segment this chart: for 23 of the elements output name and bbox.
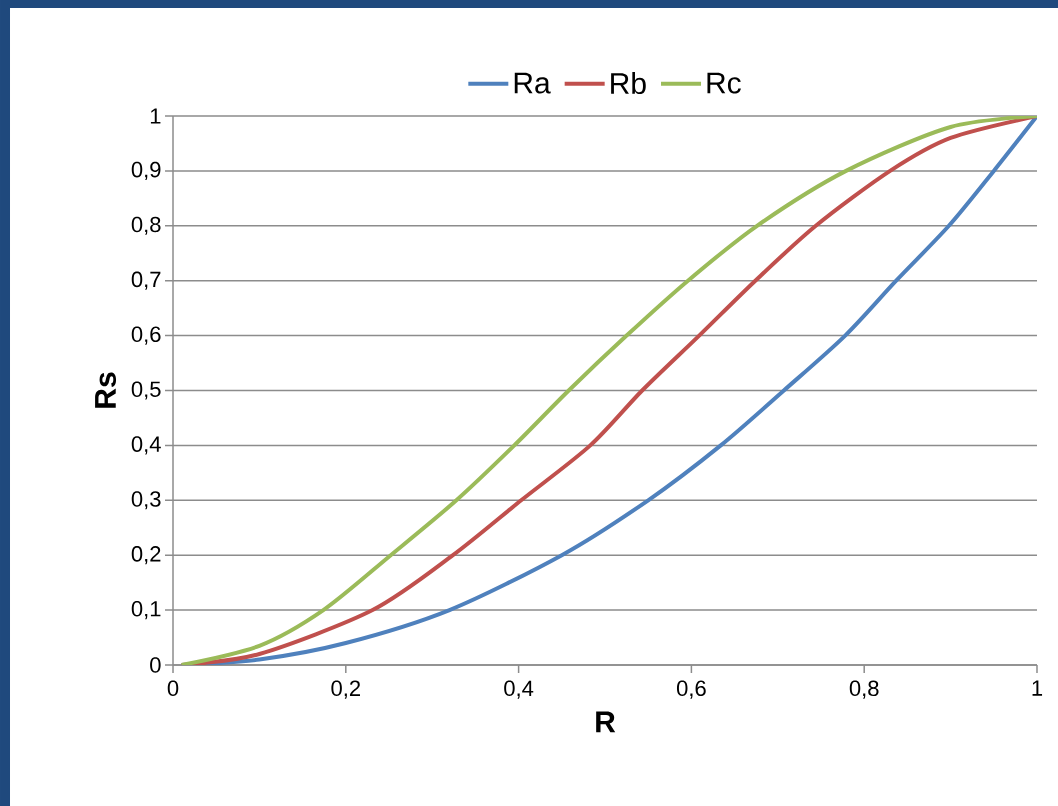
x-tick-label: 0,6: [676, 680, 706, 699]
y-tick-label: 0,8: [131, 216, 161, 235]
y-tick-label: 0,4: [131, 436, 161, 455]
x-tick-label: 0,8: [849, 680, 879, 699]
line-series: [179, 115, 1037, 665]
y-axis-title: Rs: [95, 372, 117, 408]
y-tick-label: 0,5: [131, 381, 161, 400]
y-tick-label: 0,2: [131, 546, 161, 565]
x-tick-label: 1: [1032, 680, 1043, 696]
y-tick-label: 0,1: [131, 600, 161, 620]
x-tick-label: 0,4: [504, 680, 534, 699]
legend-label: Rc: [707, 72, 741, 94]
legend-label: Rb: [611, 72, 646, 95]
x-axis-title: R: [596, 711, 616, 733]
y-tick-label: 1: [150, 108, 161, 124]
x-tick-label: 0: [167, 680, 179, 697]
y-tick-label: 0,7: [131, 271, 161, 290]
y-tick-label: 0,6: [131, 326, 161, 345]
y-tick-label: 0: [150, 657, 161, 673]
y-tick-label: 0,3: [131, 491, 161, 510]
legend-label: Ra: [514, 72, 551, 94]
x-tick-label: 0,2: [331, 680, 360, 699]
y-tick-label: 0,9: [131, 161, 161, 180]
